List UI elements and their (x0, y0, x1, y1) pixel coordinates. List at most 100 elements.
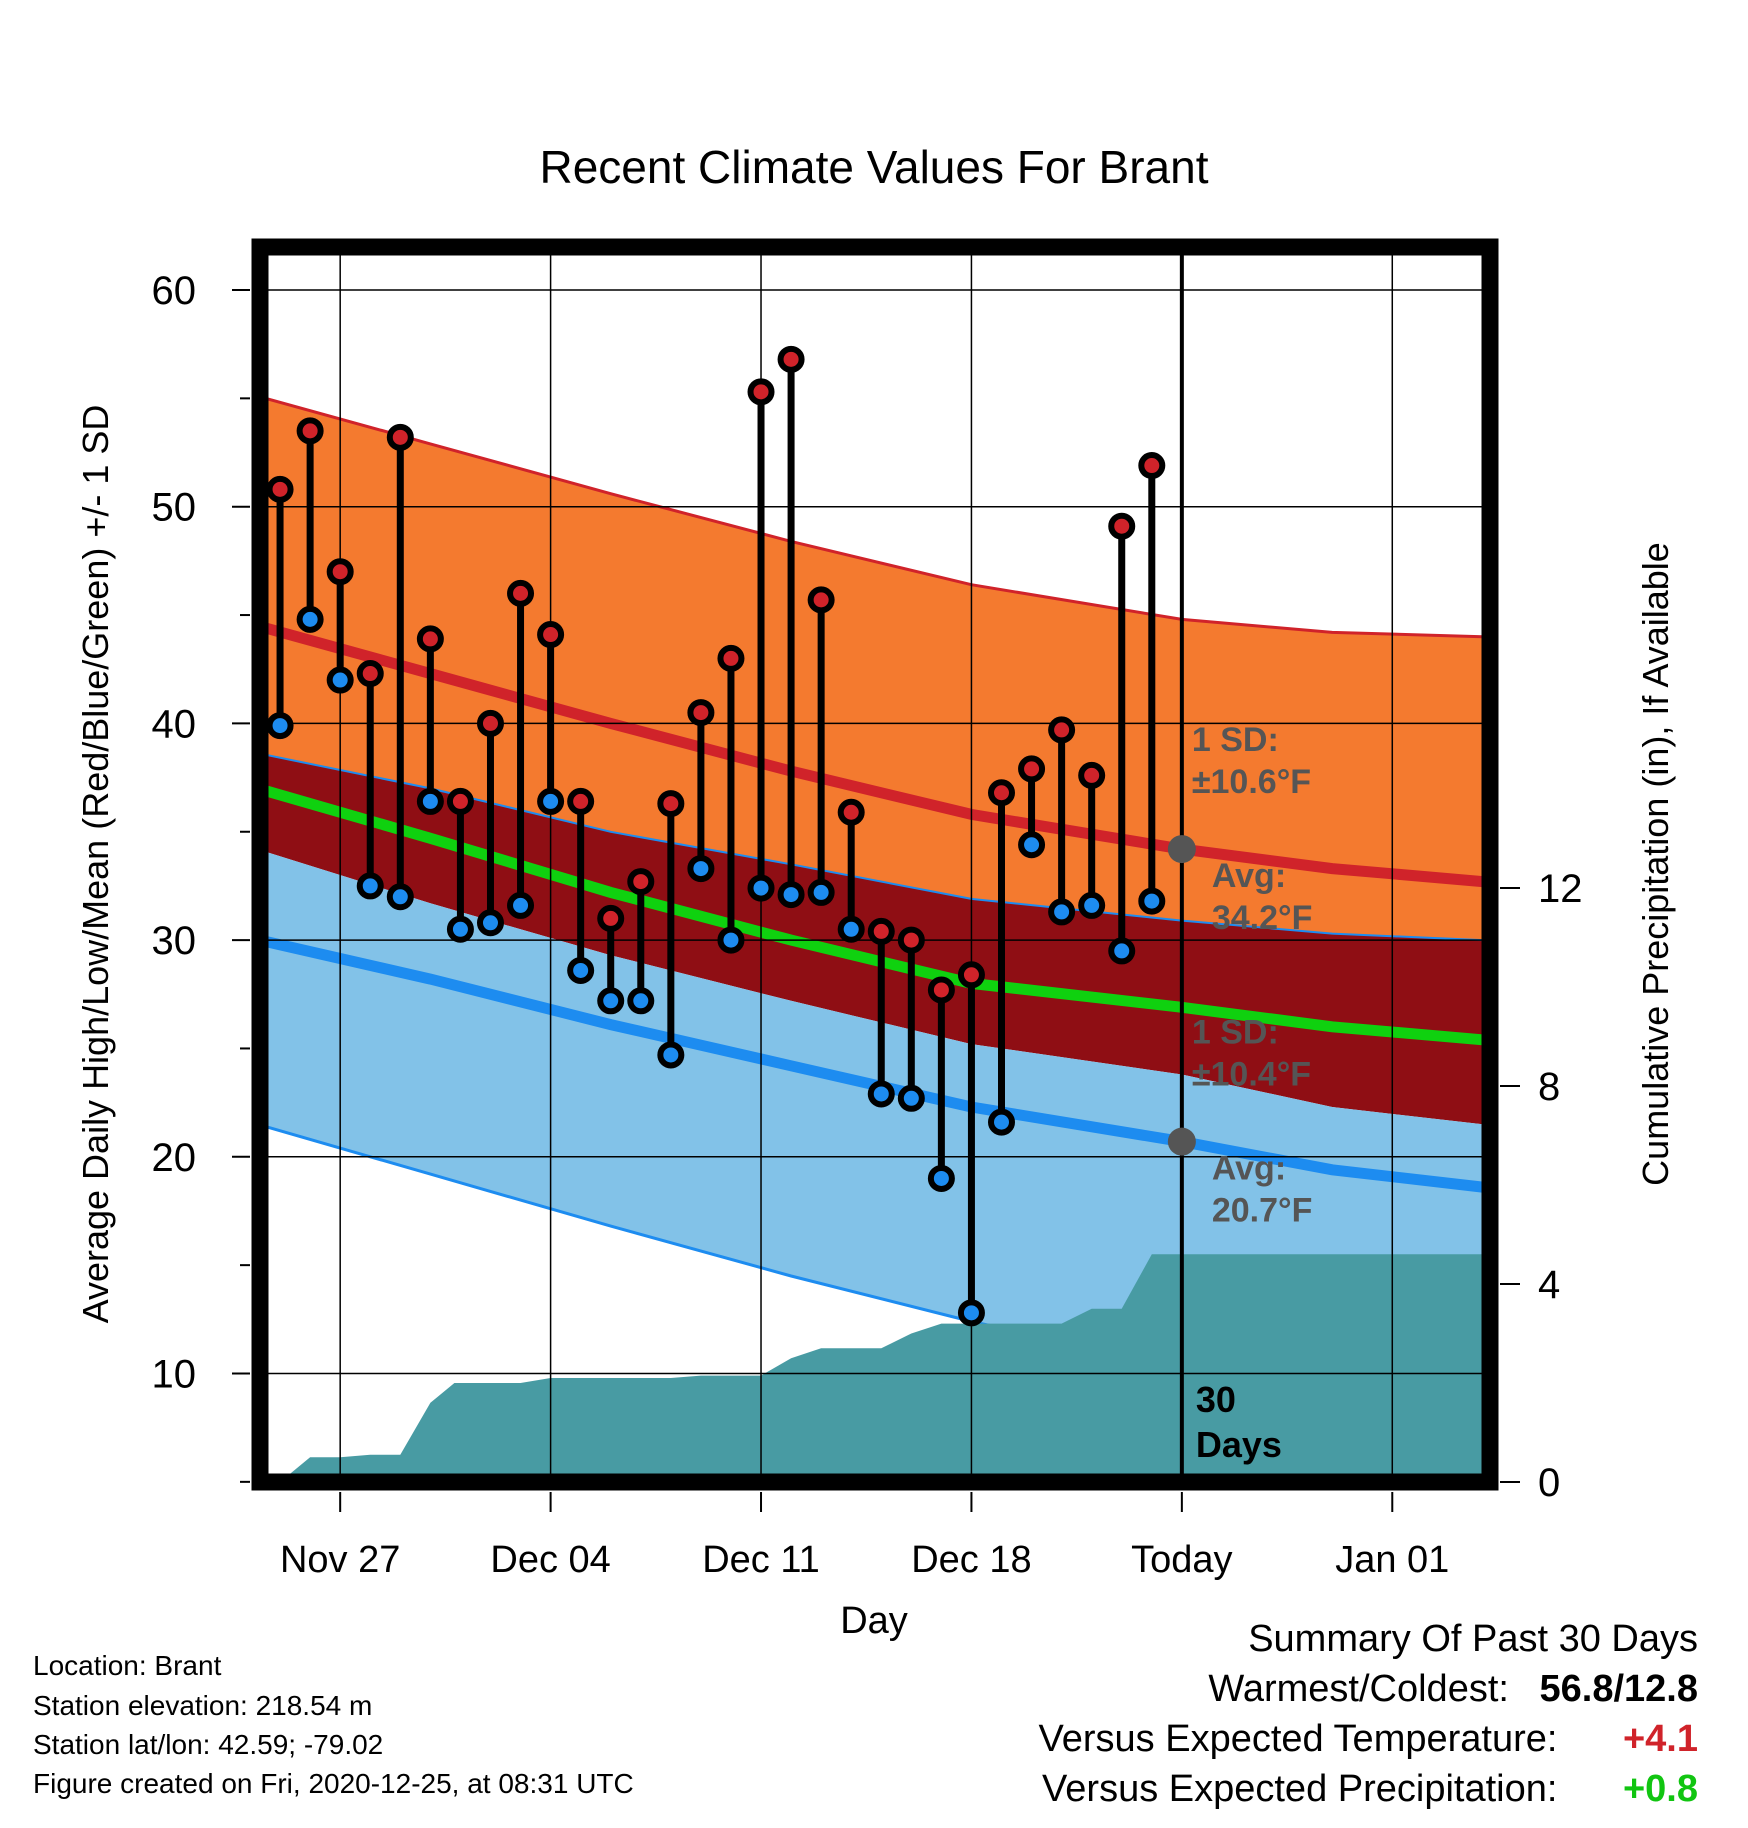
bottom-tick-label: Dec 11 (702, 1539, 820, 1581)
summary-temp-value: +4.1 (1622, 1718, 1698, 1760)
high-point (657, 790, 685, 818)
high-avg-annotation: Avg: (1212, 857, 1286, 895)
created-text: Figure created on Fri, 2020-12-25, at 08… (33, 1768, 634, 1799)
low-point (717, 926, 745, 954)
high-point (687, 699, 715, 727)
low-sd-annotation: ±10.4°F (1192, 1056, 1311, 1094)
low-avg-annotation: 20.7°F (1212, 1192, 1313, 1230)
low-point (537, 787, 565, 815)
high-point (897, 926, 925, 954)
summary-temp-label: Versus Expected Temperature: (1038, 1718, 1558, 1760)
high-point (1048, 716, 1076, 744)
high-point (507, 579, 535, 607)
low-point (266, 712, 294, 740)
left-tick-label: 40 (152, 702, 197, 746)
summary-warmest-row: Warmest/Coldest: 56.8/12.8 (1208, 1668, 1698, 1711)
bottom-tick-label: Nov 27 (280, 1539, 400, 1581)
low-point (657, 1041, 685, 1069)
high-point (567, 787, 595, 815)
low-point (897, 1084, 925, 1112)
summary-precip-label: Versus Expected Precipitation: (1042, 1768, 1558, 1810)
bottom-axis: Nov 27 Dec 04 Dec 11 Dec 18 Today Jan 01 (280, 1492, 1449, 1581)
low-point (567, 956, 595, 984)
low-point (1138, 887, 1166, 915)
right-tick-label: 8 (1538, 1065, 1560, 1109)
low-point (1078, 891, 1106, 919)
right-tick-label: 0 (1538, 1461, 1560, 1505)
low-avg-annotation: Avg: (1212, 1150, 1286, 1188)
high-sd-annotation: ±10.6°F (1192, 763, 1311, 801)
low-point (386, 883, 414, 911)
summary-warmest-label: Warmest/Coldest: (1208, 1668, 1509, 1710)
high-sd-annotation: 1 SD: (1192, 721, 1279, 759)
high-point (837, 798, 865, 826)
high-upper-edge (260, 395, 1483, 639)
right-axis-title: Cumulative Precipitation (in), If Availa… (1635, 542, 1676, 1186)
high-point (807, 586, 835, 614)
high-point (777, 345, 805, 373)
high-sd-band (260, 396, 1483, 941)
bottom-tick-label: Jan 01 (1335, 1539, 1449, 1581)
right-axis: 0 4 8 12 (1500, 867, 1583, 1505)
low-point (837, 915, 865, 943)
low-point (807, 878, 835, 906)
x-axis-title: Day (840, 1600, 908, 1642)
high-point (537, 621, 565, 649)
elevation-text: Station elevation: 218.54 m (33, 1690, 373, 1721)
summary-warmest-value: 56.8/12.8 (1539, 1668, 1698, 1710)
chart-title: Recent Climate Values For Brant (539, 141, 1209, 193)
high-point (296, 417, 324, 445)
low-point (446, 915, 474, 943)
high-point (1018, 755, 1046, 783)
high-point (867, 917, 895, 945)
bottom-tick-label: Dec 18 (911, 1539, 1031, 1581)
plot-area: 1 SD: ±10.6°F Avg: 34.2°F 1 SD: ±10.4°F Avg: 20… (260, 247, 1490, 1482)
summary-heading: Summary Of Past 30 Days (1248, 1618, 1698, 1660)
summary-precip-row: Versus Expected Precipitation: +0.8 (1042, 1768, 1698, 1811)
left-tick-label: 50 (152, 486, 197, 530)
high-point (717, 644, 745, 672)
normal-high-line (260, 620, 1483, 888)
low-point (988, 1108, 1015, 1136)
high-avg-annotation: 34.2°F (1212, 899, 1313, 937)
high-point (747, 378, 775, 406)
high-point (627, 868, 655, 896)
left-axis-title: Average Daily High/Low/Mean (Red/Blue/Gr… (75, 405, 116, 1324)
low-point (507, 891, 535, 919)
low-point (927, 1164, 955, 1192)
left-tick-label: 20 (152, 1136, 197, 1180)
low-point (1108, 937, 1136, 965)
location-text: Location: Brant (33, 1650, 222, 1681)
low-point (687, 855, 715, 883)
latlon-text: Station lat/lon: 42.59; -79.02 (33, 1729, 384, 1760)
high-point (446, 787, 474, 815)
low-point (777, 881, 805, 909)
summary-precip-value: +0.8 (1622, 1768, 1698, 1810)
high-point (927, 976, 955, 1004)
right-tick-label: 4 (1538, 1263, 1560, 1307)
high-point (386, 423, 414, 451)
days-label: 30 (1196, 1379, 1236, 1420)
high-point (957, 961, 985, 989)
left-tick-label: 30 (152, 919, 197, 963)
low-point (416, 787, 444, 815)
low-point (747, 874, 775, 902)
low-point (326, 666, 354, 694)
left-axis: 10 20 30 40 50 60 (152, 269, 250, 1483)
low-point (597, 987, 625, 1015)
low-sd-annotation: 1 SD: (1192, 1014, 1279, 1052)
days-label: Days (1196, 1424, 1282, 1465)
low-point (627, 987, 655, 1015)
high-point (1108, 512, 1136, 540)
low-avg-marker (1167, 1127, 1196, 1156)
high-point (1078, 761, 1106, 789)
low-point (1018, 831, 1046, 859)
high-point (326, 558, 354, 586)
high-point (597, 904, 625, 932)
bottom-tick-label: Dec 04 (490, 1539, 610, 1581)
high-point (416, 625, 444, 653)
low-point (1048, 898, 1076, 926)
low-point (356, 872, 384, 900)
high-point (1138, 452, 1166, 480)
